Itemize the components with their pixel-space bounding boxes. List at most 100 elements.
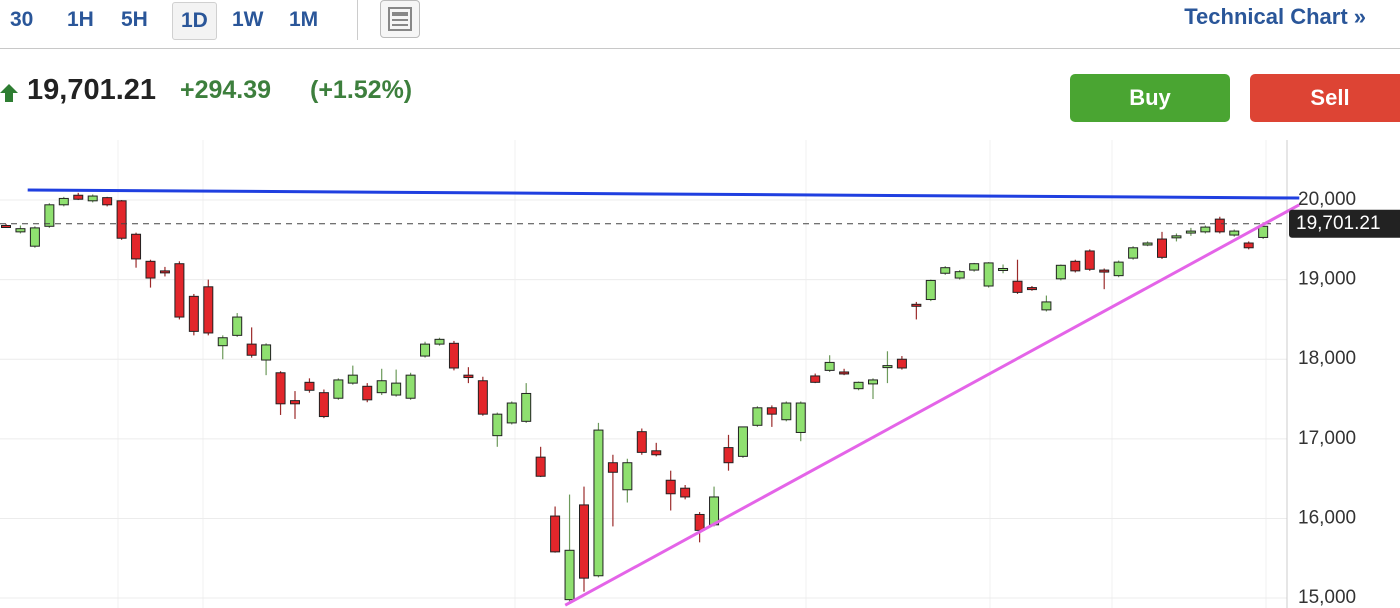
- candle-body: [217, 337, 228, 347]
- candle-body: [723, 447, 734, 464]
- candle-body: [159, 270, 170, 274]
- candle-body: [73, 194, 84, 200]
- candle-body: [448, 342, 459, 369]
- interval-button[interactable]: 1H: [67, 8, 94, 31]
- last-price-box: [1289, 209, 1400, 238]
- candle-body: [766, 407, 777, 415]
- candle-body: [1258, 225, 1269, 238]
- y-tick-label: 19,000: [1298, 269, 1356, 290]
- up-arrow: [0, 84, 18, 102]
- candle-body: [1214, 218, 1225, 233]
- candle-body: [1099, 269, 1110, 273]
- candle-body: [275, 372, 286, 405]
- candle-body: [58, 197, 69, 206]
- layout-icon[interactable]: [380, 0, 420, 38]
- trendline: [564, 203, 1300, 607]
- interval-button[interactable]: 1M: [289, 8, 319, 31]
- candle-body: [969, 263, 980, 271]
- candle-body: [232, 316, 243, 336]
- toolbar: 30 1H 5H 1D 1W 1M Technical Chart »: [0, 0, 1400, 49]
- candle-body: [15, 228, 26, 233]
- candle-body: [1185, 230, 1196, 234]
- sell-button[interactable]: Sell: [1250, 74, 1400, 122]
- candle-body: [622, 462, 633, 491]
- candle-body: [391, 382, 402, 396]
- candle-body: [506, 402, 517, 424]
- candle-body: [131, 233, 142, 260]
- candle-body: [1128, 247, 1139, 259]
- y-tick-label: 16,000: [1298, 507, 1356, 528]
- candle-body: [1171, 235, 1182, 239]
- candle-body: [694, 513, 705, 531]
- buy-button[interactable]: Buy: [1070, 74, 1230, 122]
- candle-body: [405, 374, 416, 399]
- y-tick-label: 15,000: [1298, 587, 1356, 608]
- candle-body: [477, 380, 488, 415]
- candle-body: [1142, 242, 1153, 246]
- candle-body: [333, 379, 344, 399]
- candle-body: [911, 303, 922, 307]
- candle-body: [87, 195, 98, 202]
- candle-body: [290, 400, 300, 405]
- y-tick-label: 17,000: [1298, 428, 1356, 449]
- candle-body: [318, 392, 329, 418]
- candle-body: [145, 260, 156, 279]
- candle-body: [1041, 301, 1052, 311]
- candle-body: [521, 392, 532, 422]
- candle-body: [882, 365, 893, 369]
- candle-body: [246, 343, 257, 356]
- interval-button[interactable]: 1W: [232, 8, 264, 31]
- candle-body: [535, 456, 546, 477]
- candle-body: [550, 515, 561, 553]
- candle-body: [1, 224, 11, 228]
- candle-body: [261, 344, 272, 361]
- candle-body: [1026, 287, 1037, 291]
- candle-body: [983, 262, 994, 287]
- candle-body: [1229, 230, 1240, 236]
- candle-body: [44, 204, 55, 227]
- candle-body: [868, 379, 878, 385]
- candle-body: [564, 549, 575, 601]
- candle-body: [188, 295, 199, 332]
- icon-graphic: [388, 7, 412, 31]
- candle-body: [853, 381, 864, 390]
- candle-body: [651, 450, 662, 456]
- candle-body: [636, 431, 647, 453]
- change-percent: (+1.52%): [310, 76, 413, 104]
- candle-body: [665, 479, 676, 495]
- candle-body: [492, 413, 503, 437]
- interval-button[interactable]: 30: [10, 8, 34, 31]
- candle-body: [954, 271, 965, 279]
- candle-body: [116, 200, 127, 239]
- last-price-label: 19,701.21: [1296, 213, 1381, 234]
- candle-body: [1157, 238, 1167, 258]
- candle-body: [925, 279, 936, 301]
- candle-body: [998, 267, 1009, 271]
- candle-body: [752, 407, 763, 426]
- candle-body: [203, 286, 214, 334]
- candle-body: [463, 374, 474, 379]
- trendline: [27, 188, 1300, 200]
- candle-body: [839, 371, 850, 375]
- change: +294.39: [180, 76, 272, 104]
- candle-body: [1084, 250, 1095, 270]
- interval-button[interactable]: 1D: [172, 2, 217, 40]
- candle-body: [896, 358, 907, 369]
- candle-body: [434, 338, 445, 345]
- y-tick-label: 20,000: [1298, 189, 1356, 210]
- candle-body: [940, 267, 951, 274]
- technical-chart-link[interactable]: Technical Chart »: [1184, 4, 1366, 29]
- candle-body: [795, 402, 806, 433]
- candle-body: [376, 380, 387, 394]
- candle-body: [1200, 226, 1211, 233]
- candle-body: [102, 197, 113, 206]
- candle-body: [347, 374, 358, 384]
- candle-body: [1012, 280, 1023, 293]
- price: 19,701.21: [27, 74, 157, 106]
- interval-button[interactable]: 5H: [121, 8, 148, 31]
- candle-body: [810, 375, 821, 383]
- y-tick-label: 18,000: [1298, 348, 1356, 369]
- candle-body: [593, 429, 604, 577]
